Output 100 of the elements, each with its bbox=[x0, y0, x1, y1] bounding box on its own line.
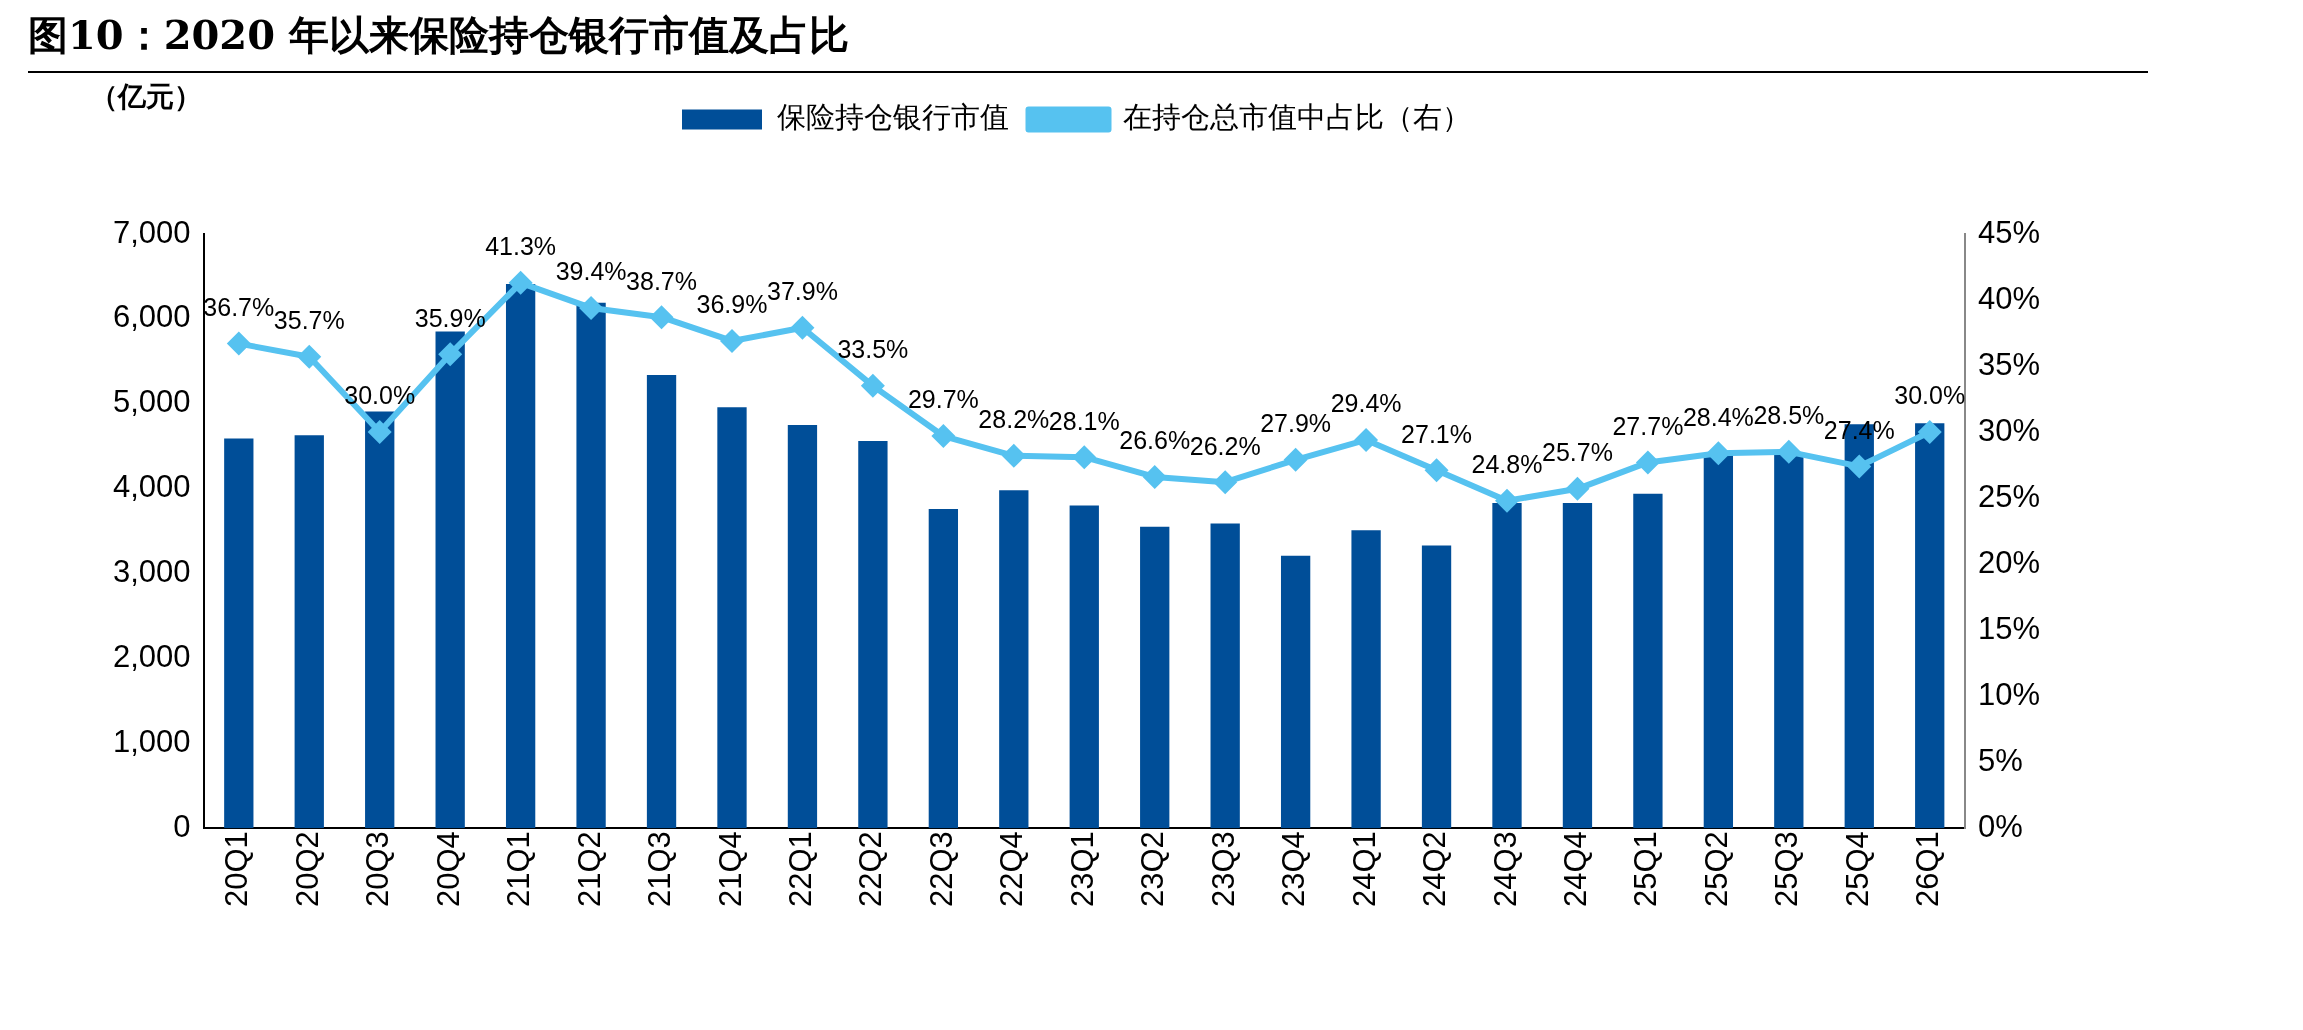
data-label: 36.9% bbox=[696, 290, 768, 319]
point bbox=[1142, 464, 1167, 489]
point bbox=[1847, 454, 1872, 479]
data-label: 35.9% bbox=[414, 303, 486, 332]
data-label: 26.6% bbox=[1119, 426, 1191, 455]
x-tick-label: 22Q3 bbox=[923, 831, 959, 908]
x-tick-label: 23Q2 bbox=[1135, 831, 1171, 908]
y2-tick-label: 30% bbox=[1977, 412, 2040, 448]
data-label: 39.4% bbox=[555, 257, 627, 286]
x-tick-label: 20Q4 bbox=[430, 831, 466, 908]
point bbox=[226, 331, 251, 356]
point bbox=[1635, 450, 1660, 475]
x-tick-label: 21Q1 bbox=[501, 831, 537, 908]
x-tick-label: 24Q1 bbox=[1346, 831, 1382, 908]
y2-tick-label: 25% bbox=[1977, 478, 2040, 514]
bar bbox=[435, 331, 465, 829]
bar bbox=[224, 438, 254, 829]
y-tick-label: 5,000 bbox=[113, 384, 191, 420]
bar bbox=[1774, 453, 1804, 829]
data-label: 33.5% bbox=[837, 335, 909, 364]
data-label: 29.4% bbox=[1330, 389, 1402, 418]
bar bbox=[717, 407, 747, 829]
data-label: 35.7% bbox=[273, 306, 345, 335]
bar bbox=[1492, 503, 1522, 829]
point bbox=[649, 305, 674, 330]
x-tick-label: 22Q2 bbox=[853, 831, 889, 908]
x-tick-label: 21Q3 bbox=[642, 831, 678, 908]
x-tick-label: 20Q3 bbox=[360, 831, 396, 908]
bar bbox=[928, 509, 959, 829]
data-label: 37.9% bbox=[767, 277, 838, 306]
data-label: 36.7% bbox=[203, 292, 275, 321]
x-tick-label: 23Q3 bbox=[1205, 831, 1241, 908]
y-tick-label: 6,000 bbox=[113, 299, 191, 335]
point bbox=[1776, 439, 1801, 464]
x-tick-label: 26Q1 bbox=[1910, 831, 1946, 908]
data-label: 41.3% bbox=[485, 232, 557, 261]
x-tick-label: 24Q4 bbox=[1558, 831, 1593, 908]
legend-label: 保险持仓银行市值 bbox=[776, 100, 1009, 135]
x-tick-label: 21Q4 bbox=[712, 831, 748, 908]
point bbox=[438, 342, 463, 367]
point bbox=[790, 315, 815, 340]
data-label: 28.5% bbox=[1753, 401, 1825, 430]
point bbox=[297, 344, 322, 369]
y2-tick-label: 45% bbox=[1977, 214, 2040, 250]
data-label: 27.7% bbox=[1612, 411, 1684, 440]
x-tick-label: 20Q1 bbox=[219, 831, 255, 908]
y-tick-label: 0 bbox=[173, 808, 191, 844]
data-label: 28.1% bbox=[1048, 406, 1120, 435]
bar bbox=[1421, 545, 1452, 829]
x-tick-label: 25Q3 bbox=[1769, 831, 1805, 908]
x-tick-label: 23Q4 bbox=[1276, 831, 1312, 908]
data-label: 28.2% bbox=[978, 405, 1050, 434]
point bbox=[1001, 443, 1026, 468]
text: （亿元） bbox=[90, 80, 202, 114]
bar bbox=[1562, 503, 1593, 829]
y2-tick-label: 40% bbox=[1977, 280, 2040, 316]
point bbox=[860, 373, 885, 398]
point bbox=[1565, 476, 1590, 501]
chart-title: 图10：2020 年以来保险持仓银行市值及占比 bbox=[28, 8, 2148, 73]
point bbox=[508, 270, 533, 295]
y-tick-label: 1,000 bbox=[113, 723, 191, 759]
point bbox=[1424, 458, 1449, 483]
point bbox=[367, 420, 392, 445]
x-tick-label: 24Q2 bbox=[1417, 831, 1453, 908]
bar bbox=[1280, 555, 1311, 829]
bar bbox=[576, 302, 606, 829]
bar bbox=[505, 284, 536, 829]
bar bbox=[294, 435, 324, 829]
point bbox=[1706, 441, 1731, 466]
point bbox=[1354, 427, 1379, 452]
y2-tick-label: 0% bbox=[1977, 808, 2023, 844]
bar bbox=[1351, 530, 1381, 829]
bar bbox=[999, 490, 1029, 829]
data-label: 24.8% bbox=[1471, 450, 1543, 479]
bar bbox=[1633, 493, 1663, 829]
point bbox=[1213, 470, 1238, 495]
point bbox=[1917, 420, 1942, 445]
point bbox=[579, 295, 604, 320]
y-tick-label: 4,000 bbox=[113, 469, 191, 505]
y2-tick-label: 20% bbox=[1977, 544, 2040, 580]
point bbox=[719, 328, 744, 353]
data-label: 27.9% bbox=[1260, 409, 1332, 438]
x-tick-label: 25Q2 bbox=[1698, 831, 1734, 908]
y-tick-label: 7,000 bbox=[113, 214, 191, 250]
point bbox=[1072, 445, 1097, 470]
x-tick-label: 25Q1 bbox=[1628, 831, 1664, 908]
point bbox=[931, 424, 956, 449]
bar bbox=[1069, 505, 1099, 829]
point bbox=[1495, 488, 1519, 513]
x-tick-label: 20Q2 bbox=[289, 831, 325, 908]
y2-tick-label: 10% bbox=[1977, 676, 2040, 712]
y2-tick-label: 15% bbox=[1977, 610, 2040, 646]
bar bbox=[646, 374, 677, 829]
bar bbox=[858, 441, 888, 829]
data-label: 29.7% bbox=[907, 385, 979, 414]
x-tick-label: 23Q1 bbox=[1064, 831, 1100, 908]
x-tick-label: 24Q3 bbox=[1487, 831, 1523, 908]
legend-label: 在持仓总市值中占比（右） bbox=[1123, 100, 1471, 135]
point bbox=[1283, 447, 1308, 472]
data-label: 28.4% bbox=[1682, 402, 1754, 431]
